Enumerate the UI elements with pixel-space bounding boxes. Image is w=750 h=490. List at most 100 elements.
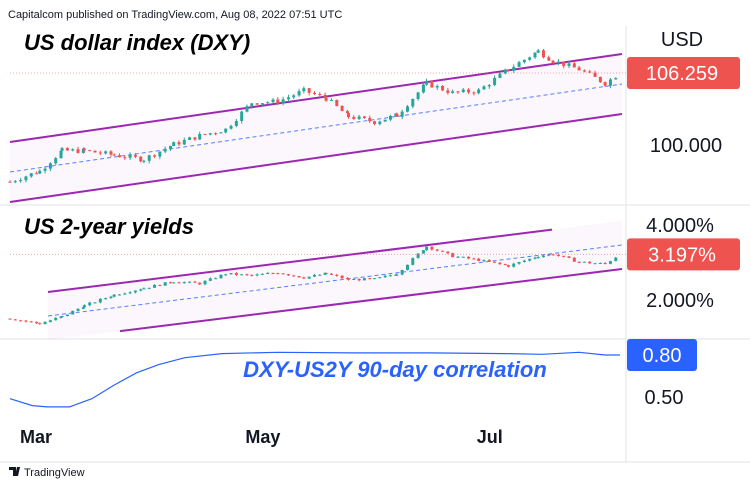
- correlation-badge: [627, 339, 697, 371]
- candle-body: [362, 278, 366, 281]
- pane-1: 106.259 USD 100.000 US dollar index (DXY): [8, 29, 740, 203]
- candle-body: [193, 281, 197, 283]
- candle-body: [276, 273, 280, 275]
- candle-body: [312, 274, 316, 277]
- candle-body: [603, 82, 607, 86]
- candle-body: [324, 272, 328, 274]
- candle-body: [318, 274, 322, 276]
- correlation-badge-label: 0.80: [643, 345, 682, 367]
- candle-body: [229, 273, 233, 275]
- candle-body: [533, 257, 537, 259]
- candle-body: [35, 173, 39, 175]
- candle-body: [76, 308, 80, 311]
- candle-body: [255, 274, 259, 276]
- candle-body: [8, 318, 12, 320]
- candle-body: [177, 142, 181, 145]
- candle-body: [59, 150, 63, 159]
- candle-body: [82, 148, 86, 151]
- candle-body: [388, 115, 392, 120]
- x-tick-label: Jul: [477, 427, 503, 447]
- candle-body: [48, 320, 52, 323]
- candle-body: [172, 282, 176, 284]
- candle-body: [104, 151, 108, 154]
- candle-body: [528, 258, 532, 261]
- candle-body: [421, 84, 425, 93]
- candle-body: [435, 249, 439, 251]
- unit-label: USD: [661, 29, 703, 51]
- candle-body: [506, 69, 510, 71]
- candle-body: [168, 146, 172, 149]
- candle-body: [224, 128, 228, 133]
- candle-body: [378, 277, 382, 279]
- candle-body: [598, 262, 602, 264]
- candle-body: [472, 258, 476, 260]
- candle-body: [307, 276, 311, 279]
- candle-body: [297, 276, 301, 278]
- candle-body: [368, 117, 372, 122]
- x-tick-label: May: [245, 427, 280, 447]
- x-tick-label: Mar: [20, 427, 52, 447]
- candle-body: [307, 88, 311, 93]
- candle-body: [456, 256, 460, 258]
- candle-body: [266, 273, 270, 275]
- candle-body: [383, 275, 387, 278]
- candle-body: [593, 263, 597, 265]
- candle-body: [193, 137, 197, 140]
- candle-body: [503, 264, 507, 266]
- candle-body: [467, 256, 471, 259]
- candle-body: [88, 302, 92, 306]
- candles: [8, 246, 618, 325]
- candle-body: [35, 321, 39, 324]
- candle-body: [54, 317, 58, 321]
- candle-body: [182, 139, 186, 145]
- candle-body: [250, 103, 254, 107]
- candle-body: [98, 152, 102, 154]
- candle-body: [82, 305, 86, 308]
- candle-body: [388, 275, 392, 277]
- candle-body: [346, 278, 350, 280]
- candles: [8, 48, 618, 184]
- candle-body: [378, 121, 382, 125]
- candle-body: [425, 80, 429, 85]
- candle-body: [340, 105, 344, 112]
- candle-body: [451, 91, 455, 93]
- candle-body: [76, 149, 80, 153]
- candle-body: [142, 288, 146, 290]
- candle-body: [208, 133, 212, 135]
- candle-body: [614, 257, 618, 262]
- candle-body: [271, 273, 275, 275]
- candle-body: [245, 274, 249, 276]
- candle-body: [234, 273, 238, 275]
- channel-lower-line: [119, 268, 623, 333]
- last-price-badge: [627, 238, 740, 271]
- candle-body: [302, 88, 306, 92]
- correlation-line: [9, 351, 620, 408]
- candle-body: [498, 262, 502, 265]
- candle-body: [572, 63, 576, 68]
- candle-body: [352, 278, 356, 280]
- candle-body: [430, 80, 434, 88]
- candle-body: [147, 155, 151, 161]
- candle-body: [493, 77, 497, 86]
- pane-3: 0.80 0.50 DXY-US2Y 90-day correlation: [9, 339, 697, 409]
- candle-body: [19, 320, 23, 322]
- tradingview-logo: TradingView: [9, 467, 85, 479]
- candle-body: [71, 149, 75, 151]
- y-tick-label: 0.50: [645, 387, 684, 409]
- publisher-header: Capitalcom published on TradingView.com,…: [8, 9, 342, 21]
- candle-body: [517, 261, 521, 264]
- candle-body: [229, 125, 233, 129]
- candle-body: [48, 163, 52, 169]
- candle-body: [395, 274, 399, 276]
- candle-body: [461, 256, 465, 258]
- candle-body: [98, 298, 102, 303]
- candle-body: [352, 117, 356, 119]
- candle-body: [582, 261, 586, 263]
- candle-body: [250, 274, 254, 276]
- candle-body: [163, 282, 167, 286]
- candle-body: [109, 151, 113, 155]
- candle-body: [255, 103, 259, 105]
- candle-body: [60, 148, 64, 151]
- candle-body: [435, 86, 439, 88]
